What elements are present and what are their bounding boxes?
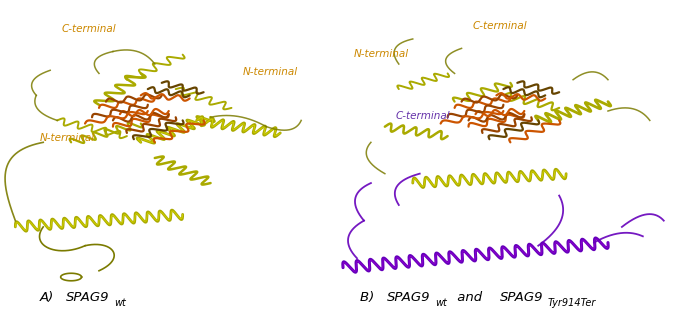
- Text: A): A): [40, 291, 57, 304]
- Text: C-terminal: C-terminal: [395, 111, 450, 121]
- Text: wt: wt: [114, 298, 126, 308]
- Text: C-terminal: C-terminal: [473, 21, 527, 31]
- Text: N-terminal: N-terminal: [40, 133, 95, 143]
- Text: SPAG9: SPAG9: [66, 291, 110, 304]
- Text: C-terminal: C-terminal: [61, 24, 116, 34]
- Text: N-terminal: N-terminal: [242, 67, 298, 76]
- Text: wt: wt: [435, 298, 447, 308]
- Text: SPAG9: SPAG9: [500, 291, 543, 304]
- Text: B): B): [360, 291, 377, 304]
- Text: N-terminal: N-terminal: [354, 49, 409, 59]
- Text: and: and: [453, 291, 486, 304]
- Text: Tyr914Ter: Tyr914Ter: [548, 298, 596, 308]
- Text: SPAG9: SPAG9: [387, 291, 430, 304]
